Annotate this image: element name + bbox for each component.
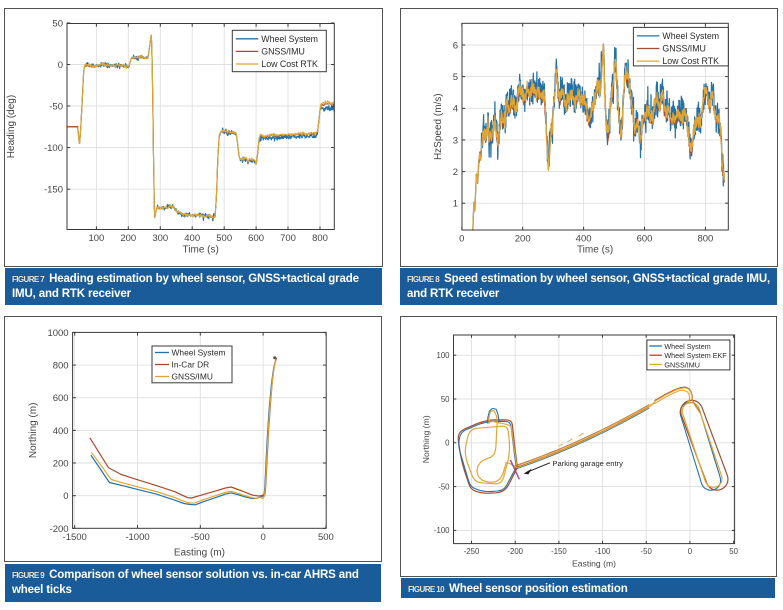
svg-text:Time (s): Time (s) <box>577 245 613 256</box>
svg-text:800: 800 <box>53 361 69 372</box>
svg-text:800: 800 <box>697 234 713 245</box>
svg-text:HzSpeed (m/s): HzSpeed (m/s) <box>433 93 444 160</box>
svg-text:4: 4 <box>453 104 458 115</box>
svg-text:Wheel System: Wheel System <box>172 348 226 358</box>
svg-text:-150: -150 <box>44 185 63 196</box>
svg-text:Time (s): Time (s) <box>183 245 219 256</box>
svg-text:Northing (m): Northing (m) <box>28 403 39 459</box>
svg-text:Wheel System EKF: Wheel System EKF <box>664 351 727 360</box>
svg-text:Wheel System: Wheel System <box>662 31 719 41</box>
svg-text:-250: -250 <box>464 547 480 556</box>
svg-text:GNSS/IMU: GNSS/IMU <box>662 44 706 54</box>
svg-text:100: 100 <box>88 233 104 244</box>
svg-text:In-Car DR: In-Car DR <box>172 360 210 370</box>
svg-text:400: 400 <box>53 426 69 437</box>
svg-text:Wheel System: Wheel System <box>664 342 710 351</box>
svg-text:Easting (m): Easting (m) <box>572 559 616 569</box>
svg-text:2: 2 <box>453 167 458 178</box>
svg-text:700: 700 <box>280 233 296 244</box>
svg-text:500: 500 <box>216 233 232 244</box>
svg-text:800: 800 <box>312 233 328 244</box>
svg-text:-200: -200 <box>507 547 523 556</box>
svg-text:5: 5 <box>453 72 458 83</box>
svg-text:Easting (m): Easting (m) <box>174 548 225 559</box>
svg-text:0: 0 <box>260 532 265 543</box>
svg-text:GNSS/IMU: GNSS/IMU <box>172 372 213 382</box>
svg-text:200: 200 <box>515 234 531 245</box>
svg-text:Low Cost RTK: Low Cost RTK <box>662 56 719 66</box>
svg-text:Heading (deg): Heading (deg) <box>6 95 17 158</box>
svg-text:-50: -50 <box>438 482 450 491</box>
svg-text:500: 500 <box>318 532 334 543</box>
svg-text:600: 600 <box>248 233 264 244</box>
svg-text:0: 0 <box>459 234 464 245</box>
svg-text:Northing (m): Northing (m) <box>421 415 431 463</box>
svg-text:50: 50 <box>441 395 450 404</box>
svg-text:-100: -100 <box>595 547 611 556</box>
svg-text:0: 0 <box>445 439 450 448</box>
svg-text:-150: -150 <box>551 547 567 556</box>
svg-text:400: 400 <box>184 233 200 244</box>
svg-text:-50: -50 <box>49 101 63 112</box>
svg-text:600: 600 <box>53 393 69 404</box>
svg-text:600: 600 <box>637 234 653 245</box>
svg-text:-100: -100 <box>44 143 63 154</box>
svg-text:-1500: -1500 <box>63 532 87 543</box>
svg-text:0: 0 <box>63 491 68 502</box>
svg-text:GNSS/IMU: GNSS/IMU <box>664 360 700 369</box>
svg-text:0: 0 <box>688 547 693 556</box>
svg-text:300: 300 <box>152 233 168 244</box>
svg-text:200: 200 <box>120 233 136 244</box>
svg-text:-100: -100 <box>434 526 450 535</box>
svg-text:-500: -500 <box>191 532 210 543</box>
svg-text:0: 0 <box>58 60 63 71</box>
svg-text:50: 50 <box>52 18 63 29</box>
svg-text:6: 6 <box>453 40 458 51</box>
svg-text:3: 3 <box>453 135 458 146</box>
svg-text:200: 200 <box>53 458 69 469</box>
svg-text:400: 400 <box>576 234 592 245</box>
svg-text:Parking garage entry: Parking garage entry <box>552 459 623 468</box>
svg-text:GNSS/IMU: GNSS/IMU <box>261 46 305 56</box>
svg-text:1: 1 <box>453 199 458 210</box>
svg-text:1000: 1000 <box>47 328 68 339</box>
svg-text:-1000: -1000 <box>125 532 149 543</box>
svg-text:100: 100 <box>436 351 450 360</box>
svg-text:50: 50 <box>729 547 738 556</box>
svg-text:-200: -200 <box>50 524 69 535</box>
svg-text:-50: -50 <box>641 547 653 556</box>
svg-text:Low Cost RTK: Low Cost RTK <box>261 59 318 69</box>
svg-text:Wheel System: Wheel System <box>261 34 318 44</box>
